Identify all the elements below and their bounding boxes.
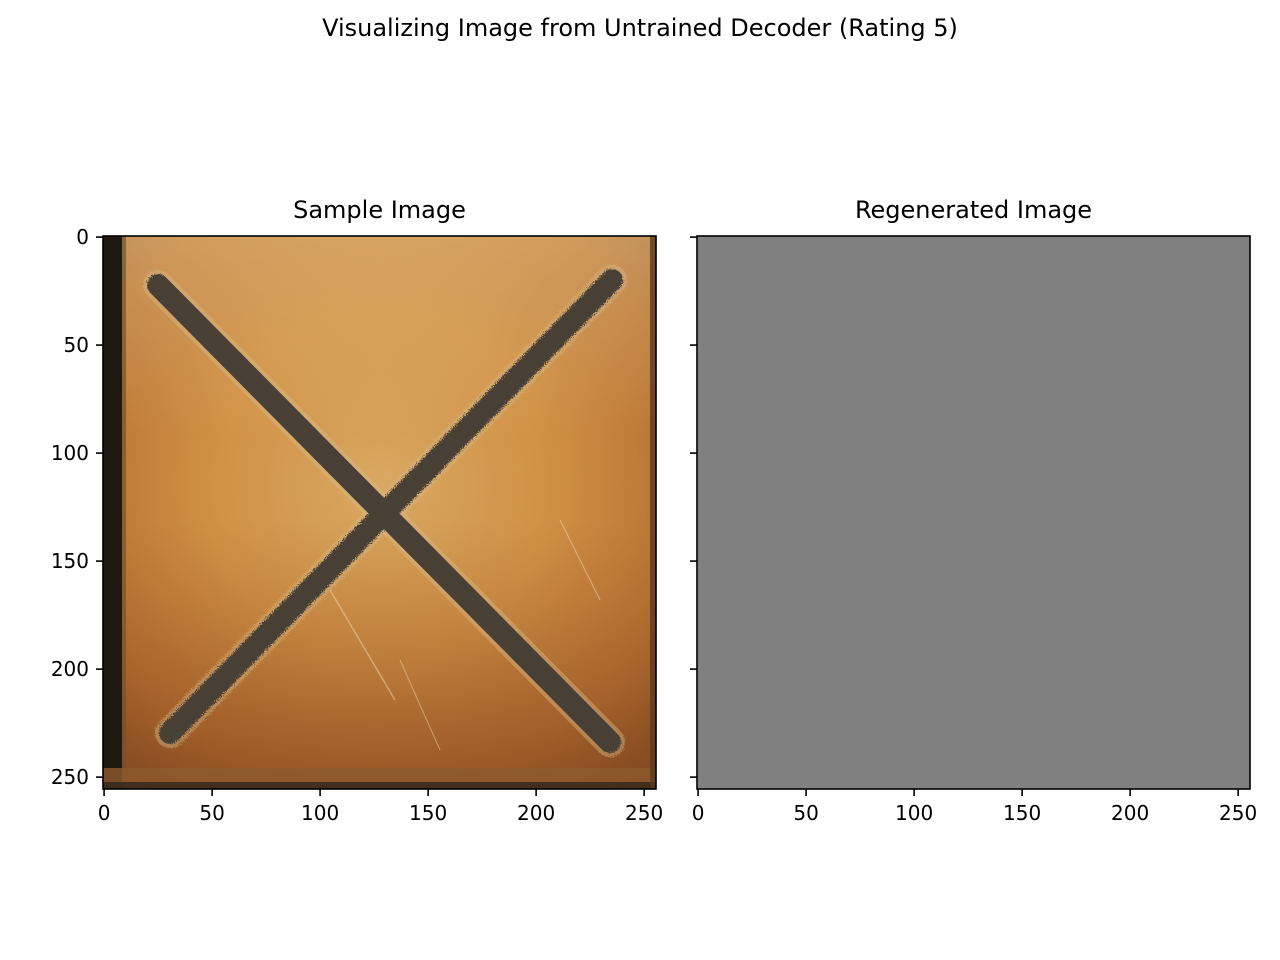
sample-ytick-label-5: 250	[51, 765, 89, 789]
sample-ytick-label-4: 200	[51, 657, 89, 681]
figure-suptitle: Visualizing Image from Untrained Decoder…	[322, 14, 958, 42]
sample-xtick-label-2: 100	[301, 801, 339, 825]
sample-ytick-label-3: 150	[51, 549, 89, 573]
regenerated-xtick-label-1: 50	[793, 801, 818, 825]
regenerated-xtick-label-4: 200	[1111, 801, 1149, 825]
sample-xtick-label-1: 50	[199, 801, 224, 825]
regenerated-image-axes: 0 50 100 150 200 250 Regenerated Image	[690, 196, 1257, 825]
sample-image-axes: 0 50 100 150 200 250 0 50 100 150 200 250 Sample Im…	[51, 196, 663, 825]
sample-xtick-label-3: 150	[409, 801, 447, 825]
regenerated-image-frame	[696, 235, 1251, 790]
regenerated-xtick-label-3: 150	[1003, 801, 1041, 825]
regenerated-image-fill	[697, 236, 1250, 789]
sample-image-ticks: 0 50 100 150 200 250 0 50 100 150 200 250	[51, 225, 663, 825]
sample-xtick-label-4: 200	[517, 801, 555, 825]
sample-ytick-label-0: 0	[76, 225, 89, 249]
x-mark	[143, 265, 627, 757]
regenerated-xtick-label-5: 250	[1219, 801, 1257, 825]
sample-ytick-label-1: 50	[64, 333, 89, 357]
regenerated-image-title: Regenerated Image	[855, 196, 1092, 224]
regenerated-xtick-label-2: 100	[895, 801, 933, 825]
regenerated-xtick-label-0: 0	[692, 801, 705, 825]
sample-image-frame	[102, 235, 657, 790]
regenerated-image-ticks: 0 50 100 150 200 250	[690, 236, 1257, 825]
sample-image-photo	[103, 236, 656, 789]
sample-xtick-label-0: 0	[98, 801, 111, 825]
sample-image-title: Sample Image	[293, 196, 466, 224]
sample-xtick-label-5: 250	[625, 801, 663, 825]
sample-ytick-label-2: 100	[51, 441, 89, 465]
